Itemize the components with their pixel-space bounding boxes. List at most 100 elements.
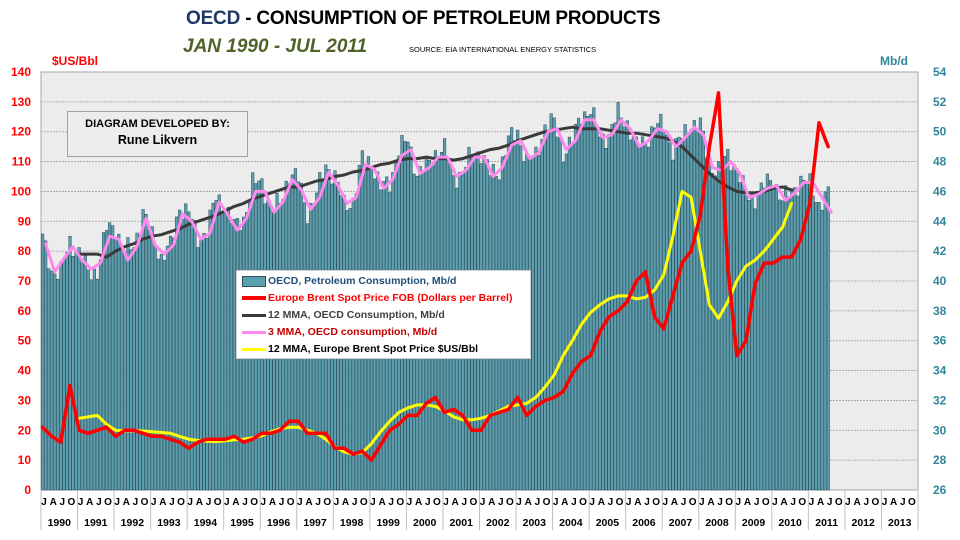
consumption-bar bbox=[781, 200, 785, 491]
consumption-bar bbox=[217, 194, 221, 491]
consumption-bar bbox=[784, 185, 788, 491]
consumption-bar bbox=[62, 259, 66, 491]
month-tick-label: J bbox=[790, 497, 796, 508]
month-tick-label: A bbox=[488, 497, 495, 508]
legend-label: 3 MMA, OECD consumption, Mb/d bbox=[268, 326, 438, 338]
consumption-bar bbox=[598, 136, 602, 491]
right-tick-label: 26 bbox=[933, 483, 947, 497]
consumption-bar bbox=[159, 253, 163, 491]
year-tick-label: 1994 bbox=[194, 517, 218, 529]
consumption-bar bbox=[546, 131, 550, 491]
month-tick-label: J bbox=[662, 497, 668, 508]
month-tick-label: J bbox=[133, 497, 139, 508]
consumption-bar bbox=[793, 187, 797, 491]
month-tick-label: O bbox=[287, 497, 295, 508]
consumption-bar bbox=[132, 247, 136, 491]
consumption-bar bbox=[117, 233, 121, 491]
year-tick-label: 2013 bbox=[888, 517, 912, 529]
consumption-bar bbox=[211, 202, 215, 491]
year-tick-label: 1996 bbox=[267, 517, 291, 529]
consumption-bar bbox=[592, 107, 596, 491]
consumption-bar bbox=[47, 268, 51, 491]
consumption-bar bbox=[820, 209, 824, 491]
consumption-bar bbox=[564, 153, 568, 491]
consumption-bar bbox=[704, 157, 709, 491]
month-tick-label: J bbox=[315, 497, 321, 508]
consumption-bar bbox=[141, 209, 145, 491]
legend-swatch-line bbox=[242, 313, 266, 317]
month-tick-label: A bbox=[744, 497, 751, 508]
month-tick-label: J bbox=[644, 497, 650, 508]
consumption-bar bbox=[120, 245, 124, 491]
year-tick-label: 2000 bbox=[413, 517, 437, 529]
consumption-bar bbox=[674, 138, 678, 491]
right-axis-ticks: 26 28 30 32 34 36 38 40 42 44 46 48 50 52 54 bbox=[933, 65, 947, 497]
right-tick-label: 36 bbox=[933, 334, 947, 348]
consumption-bar bbox=[187, 211, 191, 491]
month-tick-label: J bbox=[334, 497, 340, 508]
consumption-bar bbox=[199, 239, 203, 491]
month-tick-label: J bbox=[827, 497, 833, 508]
month-tick-label: O bbox=[616, 497, 624, 508]
consumption-bar bbox=[570, 142, 575, 491]
month-tick-label: A bbox=[452, 497, 459, 508]
year-tick-label: 1990 bbox=[48, 517, 72, 529]
month-tick-label: J bbox=[480, 497, 486, 508]
consumption-bar bbox=[238, 230, 243, 491]
consumption-bar bbox=[659, 113, 663, 491]
month-tick-label: J bbox=[717, 497, 723, 508]
year-tick-label: 1998 bbox=[340, 517, 364, 529]
consumption-bar bbox=[805, 183, 809, 491]
left-tick-label: 130 bbox=[11, 95, 31, 109]
left-tick-label: 40 bbox=[18, 364, 32, 378]
consumption-bar bbox=[723, 155, 727, 491]
left-tick-label: 140 bbox=[11, 65, 31, 79]
month-tick-label: J bbox=[187, 497, 193, 508]
consumption-bar bbox=[86, 269, 90, 491]
year-tick-label: 1992 bbox=[121, 517, 145, 529]
consumption-bar bbox=[796, 195, 800, 491]
consumption-bar bbox=[637, 147, 642, 491]
left-tick-label: 100 bbox=[11, 184, 31, 198]
year-tick-label: 2010 bbox=[778, 517, 802, 529]
left-tick-label: 80 bbox=[18, 244, 32, 258]
right-axis-label: Mb/d bbox=[880, 54, 908, 68]
consumption-bar bbox=[768, 180, 772, 491]
consumption-bar bbox=[114, 239, 118, 491]
consumption-bar bbox=[184, 203, 188, 491]
consumption-bar bbox=[580, 123, 584, 491]
author-box-heading: DIAGRAM DEVELOPED BY: bbox=[85, 118, 230, 130]
month-tick-label: J bbox=[41, 497, 47, 508]
left-tick-label: 120 bbox=[11, 125, 31, 139]
consumption-bar bbox=[543, 124, 547, 491]
month-tick-label: J bbox=[388, 497, 394, 508]
month-tick-label: O bbox=[141, 497, 149, 508]
month-tick-label: O bbox=[433, 497, 441, 508]
consumption-bar bbox=[56, 278, 60, 491]
month-tick-label: J bbox=[78, 497, 84, 508]
right-tick-label: 50 bbox=[933, 125, 947, 139]
consumption-bar bbox=[771, 188, 776, 491]
month-tick-label: O bbox=[104, 497, 112, 508]
consumption-bar bbox=[181, 218, 185, 491]
month-tick-label: O bbox=[214, 497, 222, 508]
month-tick-label: J bbox=[242, 497, 248, 508]
month-tick-label: A bbox=[196, 497, 203, 508]
consumption-bar bbox=[205, 237, 209, 491]
month-tick-label: O bbox=[835, 497, 843, 508]
legend-swatch-bar bbox=[242, 275, 266, 287]
right-tick-label: 40 bbox=[933, 274, 947, 288]
year-tick-label: 2003 bbox=[523, 517, 547, 529]
year-tick-label: 1999 bbox=[376, 517, 400, 529]
consumption-bar bbox=[643, 142, 648, 491]
legend-swatch-line bbox=[242, 347, 266, 351]
month-tick-label: A bbox=[561, 497, 568, 508]
year-tick-label: 2008 bbox=[705, 517, 729, 529]
consumption-bar bbox=[71, 255, 75, 491]
month-tick-label: J bbox=[461, 497, 467, 508]
consumption-bar bbox=[735, 168, 739, 491]
month-tick-label: A bbox=[305, 497, 312, 508]
consumption-bar bbox=[220, 212, 224, 491]
consumption-bar bbox=[741, 175, 745, 491]
